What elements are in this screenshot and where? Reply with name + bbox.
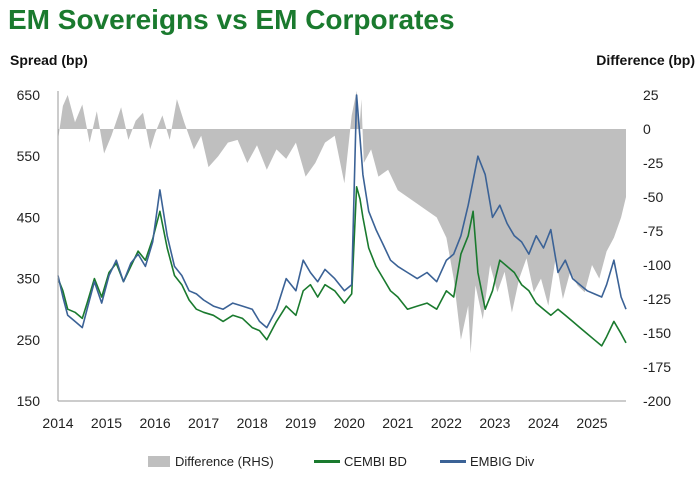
left-y-tick-label: 650: [17, 87, 41, 103]
left-axis-title: Spread (bp): [10, 52, 88, 68]
difference-area: [58, 90, 626, 354]
x-tick-label: 2019: [285, 415, 316, 431]
legend-swatch-embig: [440, 460, 466, 463]
left-y-tick-label: 450: [17, 209, 41, 225]
right-y-tick-label: -50: [643, 189, 663, 205]
right-y-tick-label: -150: [643, 325, 671, 341]
x-tick-label: 2017: [188, 415, 219, 431]
chart-title: EM Sovereigns vs EM Corporates: [8, 4, 455, 35]
right-y-tick-label: 0: [643, 121, 651, 137]
x-tick-label: 2014: [42, 415, 73, 431]
right-y-tick-label: -175: [643, 359, 671, 375]
legend-label-embig: EMBIG Div: [470, 454, 535, 469]
left-y-tick-label: 550: [17, 148, 41, 164]
right-y-tick-label: -100: [643, 257, 671, 273]
right-y-tick-label: -25: [643, 155, 663, 171]
legend-item-cembi: CEMBI BD: [314, 454, 407, 469]
x-tick-label: 2016: [140, 415, 171, 431]
legend-item-difference: Difference (RHS): [148, 454, 274, 469]
right-axis-title: Difference (bp): [596, 52, 695, 68]
legend-label-difference: Difference (RHS): [175, 454, 274, 469]
cembi-bd-line: [57, 186, 627, 347]
tick-labels-layer: 650550450350250150250-25-50-75-100-125-1…: [17, 87, 672, 431]
left-y-tick-label: 150: [17, 393, 41, 409]
legend: Difference (RHS) CEMBI BD EMBIG Div: [0, 454, 699, 476]
difference-area-layer: [58, 90, 626, 354]
legend-swatch-difference: [148, 456, 170, 467]
embig-div-line: [57, 94, 627, 329]
x-tick-label: 2025: [576, 415, 607, 431]
x-tick-label: 2023: [479, 415, 510, 431]
right-y-tick-label: -200: [643, 393, 671, 409]
right-y-tick-label: 25: [643, 87, 659, 103]
x-tick-label: 2020: [334, 415, 365, 431]
x-tick-label: 2022: [431, 415, 462, 431]
left-y-tick-label: 350: [17, 271, 41, 287]
right-y-tick-label: -75: [643, 223, 663, 239]
series-lines-layer: [57, 94, 627, 347]
axes-layer: [57, 91, 626, 402]
x-tick-label: 2015: [91, 415, 122, 431]
legend-swatch-cembi: [314, 460, 340, 463]
left-y-tick-label: 250: [17, 332, 41, 348]
x-tick-label: 2024: [528, 415, 559, 431]
x-tick-label: 2018: [237, 415, 268, 431]
right-y-tick-label: -125: [643, 291, 671, 307]
legend-item-embig: EMBIG Div: [440, 454, 534, 469]
legend-label-cembi: CEMBI BD: [344, 454, 407, 469]
x-tick-label: 2021: [382, 415, 413, 431]
